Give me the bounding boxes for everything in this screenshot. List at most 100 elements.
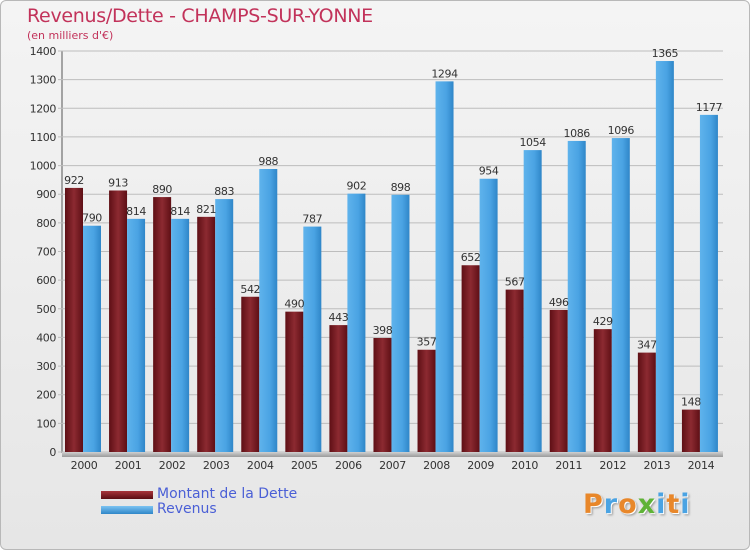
data-label-dette: 443 (329, 311, 349, 324)
data-label-dette: 890 (152, 183, 172, 196)
data-label-dette: 821 (196, 203, 216, 216)
chart-subtitle: (en milliers d'€) (27, 29, 114, 42)
x-tick-label: 2009 (467, 459, 494, 472)
data-label-dette: 490 (284, 298, 304, 311)
data-label-revenus: 902 (347, 180, 367, 193)
x-tick-label: 2004 (247, 459, 274, 472)
y-tick-label: 1300 (30, 74, 57, 87)
x-tick-label: 2003 (203, 459, 230, 472)
bar-revenus (567, 140, 586, 452)
x-tick-label: 2007 (379, 459, 406, 472)
logo-letter: x (637, 489, 657, 520)
x-tick-label: 2013 (644, 459, 671, 472)
y-tick-label: 1100 (30, 131, 57, 144)
data-label-dette: 542 (240, 283, 260, 296)
y-tick-label: 300 (36, 360, 56, 373)
legend-label-revenus: Revenus (157, 501, 217, 517)
data-label-revenus: 988 (258, 155, 278, 168)
y-tick-label: 1000 (30, 160, 57, 173)
y-tick-label: 600 (36, 274, 56, 287)
y-tick-label: 900 (36, 188, 56, 201)
data-label-revenus: 954 (479, 165, 499, 178)
bar-revenus (83, 225, 101, 452)
data-label-revenus: 1365 (652, 47, 679, 60)
x-tick-label: 2006 (335, 459, 362, 472)
bar-revenus (523, 150, 542, 452)
x-tick-label: 2008 (423, 459, 450, 472)
x-tick-label: 2012 (599, 459, 626, 472)
logo-letter: t (666, 489, 681, 520)
chart-title: Revenus/Dette - CHAMPS-SUR-YONNE (27, 5, 373, 27)
data-label-revenus: 787 (302, 213, 322, 226)
bar-revenus (171, 218, 190, 452)
data-label-revenus: 1294 (431, 67, 458, 80)
data-label-dette: 652 (461, 251, 481, 264)
bar-dette (329, 325, 348, 452)
data-label-revenus: 814 (126, 205, 146, 218)
logo-letter: P (583, 489, 604, 520)
y-tick-label: 0 (49, 446, 56, 459)
logo-letter: o (618, 489, 638, 520)
data-label-dette: 357 (417, 336, 437, 349)
bar-dette (241, 296, 260, 452)
y-tick-label: 100 (36, 417, 56, 430)
x-tick-label: 2011 (555, 459, 582, 472)
legend-swatch-revenus (101, 506, 153, 514)
data-label-dette: 567 (505, 276, 525, 289)
y-tick-label: 1400 (30, 45, 57, 58)
y-tick-label: 500 (36, 303, 56, 316)
y-tick-label: 700 (36, 246, 56, 259)
data-label-revenus: 1054 (519, 136, 546, 149)
logo-letter: i (680, 489, 691, 520)
x-tick-label: 2014 (688, 459, 715, 472)
legend-swatch-dette (101, 491, 153, 499)
y-tick-label: 1200 (30, 102, 57, 115)
logo-letter: r (603, 489, 619, 520)
bar-revenus (127, 218, 146, 452)
bar-dette (637, 352, 656, 452)
data-label-dette: 922 (64, 174, 84, 187)
data-label-revenus: 814 (170, 205, 190, 218)
bar-revenus (259, 169, 278, 452)
bar-dette (505, 289, 524, 452)
bar-dette (681, 409, 700, 452)
data-label-revenus: 1086 (564, 127, 591, 140)
bar-dette (197, 216, 216, 452)
data-label-dette: 429 (593, 315, 613, 328)
legend-label-dette: Montant de la Dette (157, 486, 298, 502)
bar-dette (153, 197, 172, 452)
y-tick-label: 200 (36, 389, 56, 402)
x-tick-label: 2001 (115, 459, 142, 472)
data-label-dette: 347 (637, 339, 657, 352)
bar-revenus (699, 114, 718, 453)
data-label-dette: 496 (549, 296, 569, 309)
bar-dette (461, 265, 480, 452)
bar-dette (373, 338, 392, 452)
bar-revenus (215, 199, 234, 452)
bar-dette (549, 309, 568, 452)
bar-revenus (303, 226, 322, 452)
data-label-revenus: 883 (214, 185, 234, 198)
data-label-revenus: 1096 (608, 124, 635, 137)
data-label-dette: 148 (681, 396, 701, 409)
bar-dette (109, 190, 128, 452)
x-tick-label: 2010 (511, 459, 538, 472)
bar-revenus (391, 194, 410, 452)
bar-revenus (479, 178, 498, 453)
data-label-revenus: 898 (391, 181, 411, 194)
bar-revenus (611, 138, 630, 452)
bar-dette (417, 349, 436, 452)
bar-dette (593, 329, 612, 452)
logo-letter: i (656, 489, 667, 520)
bar-dette (285, 311, 304, 452)
bar-dette (65, 187, 83, 453)
data-label-dette: 398 (373, 324, 393, 337)
y-tick-label: 400 (36, 331, 56, 344)
data-label-revenus: 790 (82, 212, 102, 225)
x-tick-label: 2002 (159, 459, 186, 472)
data-label-dette: 913 (108, 176, 128, 189)
proxiti-logo: Proxiti (583, 489, 691, 520)
x-tick-label: 2000 (71, 459, 98, 472)
